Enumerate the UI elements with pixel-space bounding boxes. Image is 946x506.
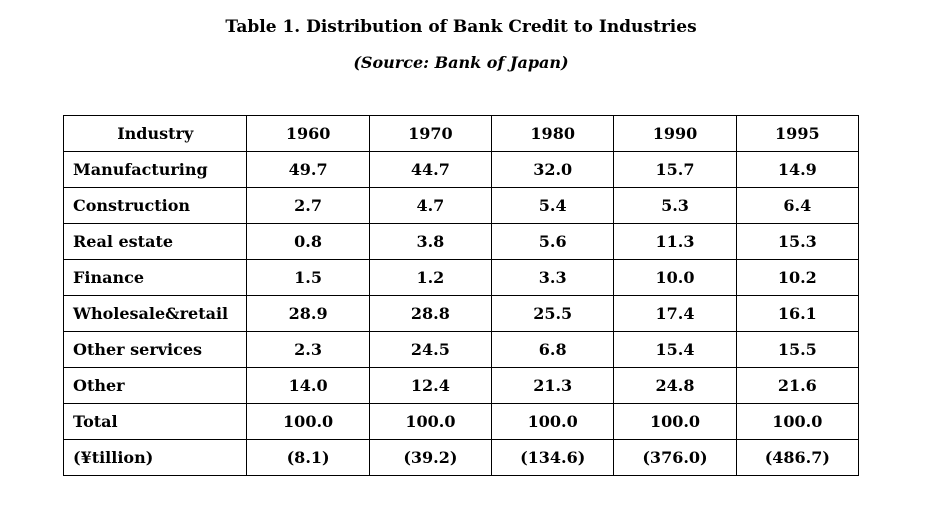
row-label: Real estate bbox=[62, 223, 248, 260]
table-cell: 14.9 bbox=[735, 151, 860, 188]
table-cell: 2.3 bbox=[246, 331, 370, 368]
table-cell: 11.3 bbox=[613, 223, 737, 260]
table-row: Construction 2.7 4.7 5.4 5.3 6.4 bbox=[62, 187, 860, 224]
table-row: Manufacturing 49.7 44.7 32.0 15.7 14.9 bbox=[62, 151, 860, 188]
table-cell: 100.0 bbox=[246, 403, 370, 440]
table-cell: 2.7 bbox=[246, 187, 370, 224]
table-cell: 17.4 bbox=[613, 295, 737, 332]
table-cell: (486.7) bbox=[735, 439, 860, 476]
table-row-total: Total 100.0 100.0 100.0 100.0 100.0 bbox=[62, 403, 860, 440]
table-cell: 3.3 bbox=[491, 259, 615, 296]
header-industry: Industry bbox=[62, 115, 248, 152]
table-cell: 24.8 bbox=[613, 367, 737, 404]
table-cell: 16.1 bbox=[735, 295, 860, 332]
row-label: Other services bbox=[62, 331, 248, 368]
table-cell: (376.0) bbox=[613, 439, 737, 476]
table-cell: 15.3 bbox=[735, 223, 860, 260]
header-year: 1995 bbox=[735, 115, 860, 152]
table-title: Table 1. Distribution of Bank Credit to … bbox=[225, 17, 697, 37]
table-cell: 10.2 bbox=[735, 259, 860, 296]
header-year: 1990 bbox=[613, 115, 737, 152]
table-cell: 100.0 bbox=[613, 403, 737, 440]
table-cell: 4.7 bbox=[368, 187, 493, 224]
header-year: 1970 bbox=[368, 115, 493, 152]
row-label: Construction bbox=[62, 187, 248, 224]
table-source: (Source: Bank of Japan) bbox=[353, 53, 569, 72]
row-label: Manufacturing bbox=[62, 151, 248, 188]
table-cell: 21.6 bbox=[735, 367, 860, 404]
row-label: (¥tillion) bbox=[62, 439, 248, 476]
header-year: 1980 bbox=[491, 115, 615, 152]
table-cell: 1.5 bbox=[246, 259, 370, 296]
table-cell: 5.4 bbox=[491, 187, 615, 224]
table-cell: 14.0 bbox=[246, 367, 370, 404]
header-year: 1960 bbox=[246, 115, 370, 152]
table-row-amount: (¥tillion) (8.1) (39.2) (134.6) (376.0) … bbox=[62, 439, 860, 476]
table-cell: 12.4 bbox=[368, 367, 493, 404]
table-cell: 24.5 bbox=[368, 331, 493, 368]
table-cell: 6.4 bbox=[735, 187, 860, 224]
table-cell: 100.0 bbox=[491, 403, 615, 440]
table-cell: (39.2) bbox=[368, 439, 493, 476]
table-cell: (134.6) bbox=[491, 439, 615, 476]
table-cell: 100.0 bbox=[735, 403, 860, 440]
table-cell: 32.0 bbox=[491, 151, 615, 188]
table-cell: 15.7 bbox=[613, 151, 737, 188]
table-cell: 28.9 bbox=[246, 295, 370, 332]
row-label: Wholesale&retail bbox=[62, 295, 248, 332]
table-row: Other 14.0 12.4 21.3 24.8 21.6 bbox=[62, 367, 860, 404]
header-row: Industry 1960 1970 1980 1990 1995 bbox=[62, 115, 860, 152]
table-cell: 1.2 bbox=[368, 259, 493, 296]
table-cell: 0.8 bbox=[246, 223, 370, 260]
credit-distribution-table: Industry 1960 1970 1980 1990 1995 Manufa… bbox=[62, 115, 860, 476]
table-cell: 21.3 bbox=[491, 367, 615, 404]
table-cell: 100.0 bbox=[368, 403, 493, 440]
table-cell: 28.8 bbox=[368, 295, 493, 332]
table-cell: 10.0 bbox=[613, 259, 737, 296]
table-row: Finance 1.5 1.2 3.3 10.0 10.2 bbox=[62, 259, 860, 296]
table-cell: 5.3 bbox=[613, 187, 737, 224]
table-cell: 15.5 bbox=[735, 331, 860, 368]
table-cell: 15.4 bbox=[613, 331, 737, 368]
table-cell: 5.6 bbox=[491, 223, 615, 260]
row-label: Other bbox=[62, 367, 248, 404]
row-label: Finance bbox=[62, 259, 248, 296]
table-cell: 49.7 bbox=[246, 151, 370, 188]
table-cell: (8.1) bbox=[246, 439, 370, 476]
table-row: Other services 2.3 24.5 6.8 15.4 15.5 bbox=[62, 331, 860, 368]
table-cell: 25.5 bbox=[491, 295, 615, 332]
table-row: Real estate 0.8 3.8 5.6 11.3 15.3 bbox=[62, 223, 860, 260]
table-row: Wholesale&retail 28.9 28.8 25.5 17.4 16.… bbox=[62, 295, 860, 332]
row-label: Total bbox=[62, 403, 248, 440]
table-cell: 6.8 bbox=[491, 331, 615, 368]
table-cell: 3.8 bbox=[368, 223, 493, 260]
table-cell: 44.7 bbox=[368, 151, 493, 188]
